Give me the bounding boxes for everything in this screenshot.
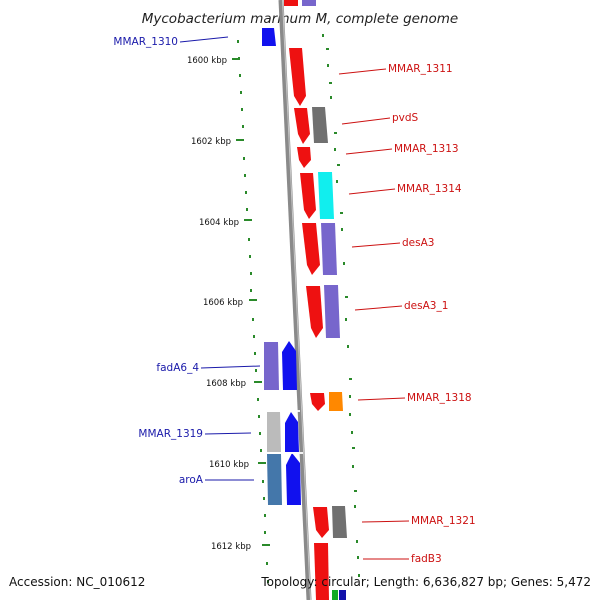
gene-label: desA3 xyxy=(402,237,434,249)
gene-desa3-1-a xyxy=(306,286,323,338)
tick-label: 1600 kbp xyxy=(187,56,227,66)
genome-backbone xyxy=(278,0,312,600)
gene-mmar-1321-a xyxy=(313,507,329,538)
topology-text: Topology: circular; Length: 6,636,827 bp… xyxy=(260,575,591,589)
gene-label: MMAR_1314 xyxy=(397,183,462,195)
tick-label: 1604 kbp xyxy=(199,218,239,228)
gene-fada6-4-b xyxy=(282,341,297,390)
gene-desa3-1-b xyxy=(324,285,340,338)
gene-top-fragment-2 xyxy=(302,0,316,6)
left-leaders xyxy=(179,36,261,481)
gene-label: MMAR_1321 xyxy=(411,515,476,527)
gene-fadb3-a xyxy=(314,543,329,600)
gene-label: aroA xyxy=(179,474,204,486)
gene-mmar-1321-b xyxy=(332,506,347,538)
map-title: Mycobacterium marinum M, complete genome xyxy=(142,11,459,27)
gene-mmar-1318-b xyxy=(329,392,343,411)
tick-labels: 1600 kbp 1602 kbp 1604 kbp 1606 kbp 1608… xyxy=(187,56,251,552)
gene-label: MMAR_1311 xyxy=(388,63,453,75)
tick-label: 1608 kbp xyxy=(206,379,246,389)
genes-right xyxy=(284,0,347,600)
tick-marks xyxy=(232,58,270,546)
gene-fadb3-b xyxy=(332,590,338,600)
accession-text: Accession: NC_010612 xyxy=(9,575,145,589)
gene-mmar-1310 xyxy=(262,28,276,46)
gene-label: pvdS xyxy=(392,112,419,124)
gene-desa3-a xyxy=(302,223,320,275)
tick-label: 1602 kbp xyxy=(191,137,231,147)
tick-label: 1606 kbp xyxy=(203,298,243,308)
left-gene-labels: MMAR_1310 fadA6_4 MMAR_1319 aroA xyxy=(113,36,203,486)
gene-mmar-1319-a xyxy=(267,412,281,452)
gene-fada6-4-a xyxy=(264,342,279,390)
gene-mmar-1319-b xyxy=(285,412,299,452)
gene-label: desA3_1 xyxy=(404,300,448,312)
gene-pvds-a xyxy=(294,108,310,144)
gene-mmar-1318-a xyxy=(310,393,325,411)
gene-mmar-1313 xyxy=(297,147,311,168)
gene-label: fadB3 xyxy=(411,553,442,565)
gene-desa3-b xyxy=(321,223,337,275)
right-leaders xyxy=(338,68,410,560)
outer-track-left xyxy=(237,40,269,583)
tick-label: 1610 kbp xyxy=(209,460,249,470)
gene-fadb3-c xyxy=(339,590,346,600)
gene-pvds-b xyxy=(312,107,328,143)
gene-aroa-a xyxy=(267,454,282,505)
gene-mmar-1314-b xyxy=(318,172,334,219)
tick-label: 1612 kbp xyxy=(211,542,251,552)
gene-mmar-1314-a xyxy=(300,173,316,219)
gene-label: MMAR_1319 xyxy=(138,428,203,440)
gene-top-fragment xyxy=(284,0,298,6)
gene-label: MMAR_1313 xyxy=(394,143,459,155)
gene-mmar-1311 xyxy=(289,48,306,106)
gene-aroa-b xyxy=(286,453,301,505)
gene-label: MMAR_1310 xyxy=(113,36,178,48)
outer-track-right xyxy=(322,34,360,577)
genes-left xyxy=(262,28,301,505)
gene-label: fadA6_4 xyxy=(156,362,199,374)
gene-label: MMAR_1318 xyxy=(407,392,472,404)
right-gene-labels: MMAR_1311 pvdS MMAR_1313 MMAR_1314 desA3… xyxy=(388,63,476,565)
